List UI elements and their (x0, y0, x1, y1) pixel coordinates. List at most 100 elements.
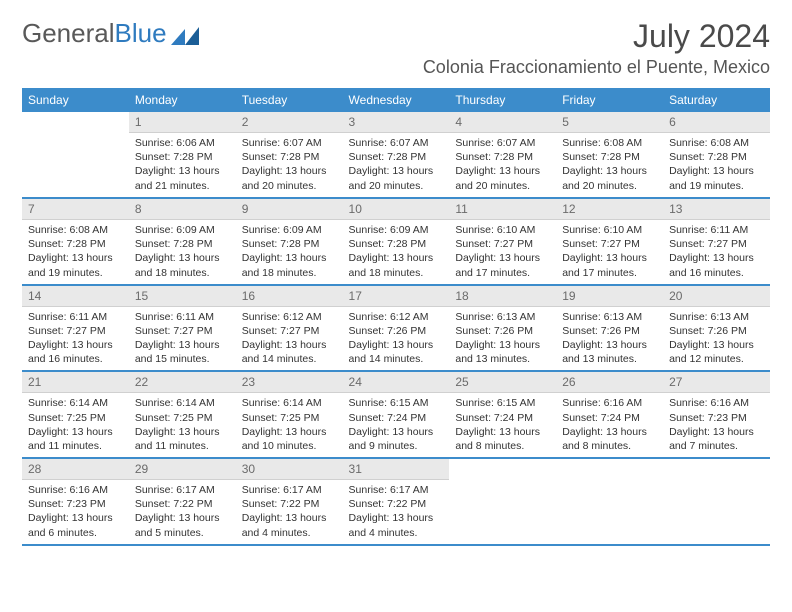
calendar-day: 5Sunrise: 6:08 AMSunset: 7:28 PMDaylight… (556, 112, 663, 198)
sunset-line: Sunset: 7:27 PM (28, 324, 123, 338)
sunrise-line: Sunrise: 6:14 AM (28, 396, 123, 410)
daylight-value: 13 hours and 10 minutes. (242, 426, 327, 452)
sunset-line: Sunset: 7:26 PM (669, 324, 764, 338)
day-number: 21 (22, 372, 129, 393)
day-number: 22 (129, 372, 236, 393)
sunset-value: 7:28 PM (387, 151, 426, 163)
brand-part1: General (22, 18, 115, 49)
day-number: 4 (449, 112, 556, 133)
sunset-line: Sunset: 7:28 PM (135, 237, 230, 251)
sunrise-value: 6:14 AM (176, 397, 215, 409)
weekday-header: Tuesday (236, 88, 343, 112)
calendar-day: 17Sunrise: 6:12 AMSunset: 7:26 PMDayligh… (343, 285, 450, 372)
sunset-line: Sunset: 7:22 PM (135, 497, 230, 511)
sunrise-value: 6:08 AM (604, 137, 643, 149)
sunrise-line: Sunrise: 6:17 AM (242, 483, 337, 497)
day-details: Sunrise: 6:10 AMSunset: 7:27 PMDaylight:… (556, 220, 663, 284)
daylight-line: Daylight: 13 hours and 11 minutes. (135, 425, 230, 453)
sunrise-value: 6:09 AM (176, 224, 215, 236)
sunset-line: Sunset: 7:22 PM (242, 497, 337, 511)
daylight-value: 13 hours and 13 minutes. (455, 339, 540, 365)
sunset-value: 7:27 PM (67, 325, 106, 337)
sunrise-line: Sunrise: 6:08 AM (28, 223, 123, 237)
day-details: Sunrise: 6:09 AMSunset: 7:28 PMDaylight:… (236, 220, 343, 284)
day-number: 16 (236, 286, 343, 307)
daylight-value: 13 hours and 9 minutes. (349, 426, 434, 452)
day-number: 3 (343, 112, 450, 133)
sunset-line: Sunset: 7:27 PM (455, 237, 550, 251)
daylight-line: Daylight: 13 hours and 14 minutes. (242, 338, 337, 366)
logo-icon (171, 23, 199, 45)
sunrise-value: 6:11 AM (69, 311, 107, 323)
sunrise-line: Sunrise: 6:14 AM (242, 396, 337, 410)
calendar-day: 23Sunrise: 6:14 AMSunset: 7:25 PMDayligh… (236, 371, 343, 458)
sunrise-value: 6:06 AM (176, 137, 215, 149)
sunrise-line: Sunrise: 6:16 AM (28, 483, 123, 497)
sunset-value: 7:27 PM (601, 238, 640, 250)
day-details: Sunrise: 6:08 AMSunset: 7:28 PMDaylight:… (663, 133, 770, 197)
sunset-line: Sunset: 7:27 PM (135, 324, 230, 338)
weekday-header: Saturday (663, 88, 770, 112)
daylight-line: Daylight: 13 hours and 12 minutes. (669, 338, 764, 366)
calendar-day-empty: . (449, 458, 556, 545)
day-details: Sunrise: 6:15 AMSunset: 7:24 PMDaylight:… (449, 393, 556, 457)
day-number: 31 (343, 459, 450, 480)
calendar-week: 14Sunrise: 6:11 AMSunset: 7:27 PMDayligh… (22, 285, 770, 372)
sunrise-value: 6:11 AM (711, 224, 749, 236)
calendar-week: 7Sunrise: 6:08 AMSunset: 7:28 PMDaylight… (22, 198, 770, 285)
daylight-value: 13 hours and 14 minutes. (242, 339, 327, 365)
daylight-value: 13 hours and 14 minutes. (349, 339, 434, 365)
calendar-day: 8Sunrise: 6:09 AMSunset: 7:28 PMDaylight… (129, 198, 236, 285)
sunset-line: Sunset: 7:28 PM (562, 150, 657, 164)
sunrise-line: Sunrise: 6:10 AM (455, 223, 550, 237)
sunset-value: 7:26 PM (708, 325, 747, 337)
daylight-value: 13 hours and 16 minutes. (669, 252, 754, 278)
day-details: Sunrise: 6:08 AMSunset: 7:28 PMDaylight:… (556, 133, 663, 197)
sunrise-value: 6:16 AM (604, 397, 643, 409)
daylight-value: 13 hours and 20 minutes. (562, 165, 647, 191)
sunset-value: 7:28 PM (280, 151, 319, 163)
brand-part2: Blue (115, 18, 167, 49)
day-details: Sunrise: 6:14 AMSunset: 7:25 PMDaylight:… (22, 393, 129, 457)
sunrise-line: Sunrise: 6:13 AM (669, 310, 764, 324)
sunrise-line: Sunrise: 6:15 AM (455, 396, 550, 410)
sunset-value: 7:25 PM (280, 412, 319, 424)
weekday-header: Sunday (22, 88, 129, 112)
sunrise-line: Sunrise: 6:17 AM (349, 483, 444, 497)
sunrise-line: Sunrise: 6:16 AM (669, 396, 764, 410)
sunset-line: Sunset: 7:24 PM (455, 411, 550, 425)
day-number: 25 (449, 372, 556, 393)
sunrise-line: Sunrise: 6:14 AM (135, 396, 230, 410)
day-number: 29 (129, 459, 236, 480)
brand-logo: GeneralBlue (22, 18, 199, 49)
sunset-line: Sunset: 7:27 PM (562, 237, 657, 251)
daylight-line: Daylight: 13 hours and 17 minutes. (455, 251, 550, 279)
sunrise-value: 6:11 AM (176, 311, 214, 323)
daylight-line: Daylight: 13 hours and 7 minutes. (669, 425, 764, 453)
day-details: Sunrise: 6:15 AMSunset: 7:24 PMDaylight:… (343, 393, 450, 457)
sunset-value: 7:25 PM (173, 412, 212, 424)
sunrise-value: 6:08 AM (69, 224, 108, 236)
day-number: 20 (663, 286, 770, 307)
calendar-day-empty: . (663, 458, 770, 545)
sunrise-value: 6:13 AM (711, 311, 750, 323)
sunrise-line: Sunrise: 6:15 AM (349, 396, 444, 410)
sunset-line: Sunset: 7:28 PM (28, 237, 123, 251)
daylight-line: Daylight: 13 hours and 4 minutes. (349, 511, 444, 539)
sunrise-value: 6:16 AM (69, 484, 108, 496)
daylight-value: 13 hours and 12 minutes. (669, 339, 754, 365)
sunset-line: Sunset: 7:28 PM (242, 237, 337, 251)
daylight-value: 13 hours and 20 minutes. (349, 165, 434, 191)
day-details: Sunrise: 6:11 AMSunset: 7:27 PMDaylight:… (22, 307, 129, 371)
daylight-line: Daylight: 13 hours and 18 minutes. (242, 251, 337, 279)
daylight-value: 13 hours and 18 minutes. (135, 252, 220, 278)
sunset-value: 7:26 PM (494, 325, 533, 337)
sunrise-line: Sunrise: 6:09 AM (349, 223, 444, 237)
daylight-value: 13 hours and 11 minutes. (135, 426, 220, 452)
daylight-line: Daylight: 13 hours and 11 minutes. (28, 425, 123, 453)
day-details: Sunrise: 6:11 AMSunset: 7:27 PMDaylight:… (129, 307, 236, 371)
sunset-line: Sunset: 7:23 PM (669, 411, 764, 425)
calendar-day: 18Sunrise: 6:13 AMSunset: 7:26 PMDayligh… (449, 285, 556, 372)
day-number: 2 (236, 112, 343, 133)
sunset-line: Sunset: 7:27 PM (669, 237, 764, 251)
